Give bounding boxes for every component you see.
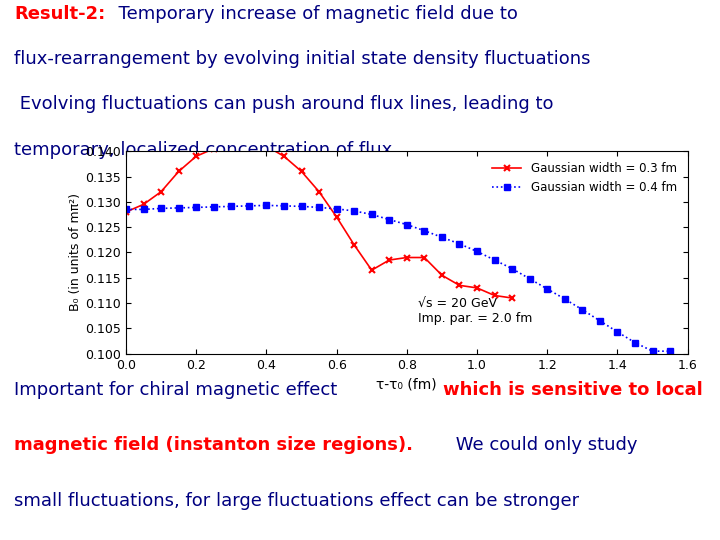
Text: We could only study: We could only study <box>450 436 637 454</box>
Text: Result-2:: Result-2: <box>14 4 106 23</box>
Text: Evolving fluctuations can push around flux lines, leading to: Evolving fluctuations can push around fl… <box>14 95 554 113</box>
X-axis label: τ-τ₀ (fm): τ-τ₀ (fm) <box>377 377 437 391</box>
Text: Important for chiral magnetic effect: Important for chiral magnetic effect <box>14 381 343 399</box>
Text: temporary, localized concentration of flux.: temporary, localized concentration of fl… <box>14 140 398 159</box>
Text: small fluctuations, for large fluctuations effect can be stronger: small fluctuations, for large fluctuatio… <box>14 491 580 510</box>
Text: flux-rearrangement by evolving initial state density fluctuations: flux-rearrangement by evolving initial s… <box>14 50 591 68</box>
Legend: Gaussian width = 0.3 fm, Gaussian width = 0.4 fm: Gaussian width = 0.3 fm, Gaussian width … <box>487 157 682 198</box>
Text: √s = 20 GeV
Imp. par. = 2.0 fm: √s = 20 GeV Imp. par. = 2.0 fm <box>418 297 532 325</box>
Text: magnetic field (instanton size regions).: magnetic field (instanton size regions). <box>14 436 413 454</box>
Y-axis label: B₀ (in units of mπ²): B₀ (in units of mπ²) <box>70 193 83 312</box>
Text: which is sensitive to local: which is sensitive to local <box>443 381 703 399</box>
Text: Temporary increase of magnetic field due to: Temporary increase of magnetic field due… <box>107 4 518 23</box>
